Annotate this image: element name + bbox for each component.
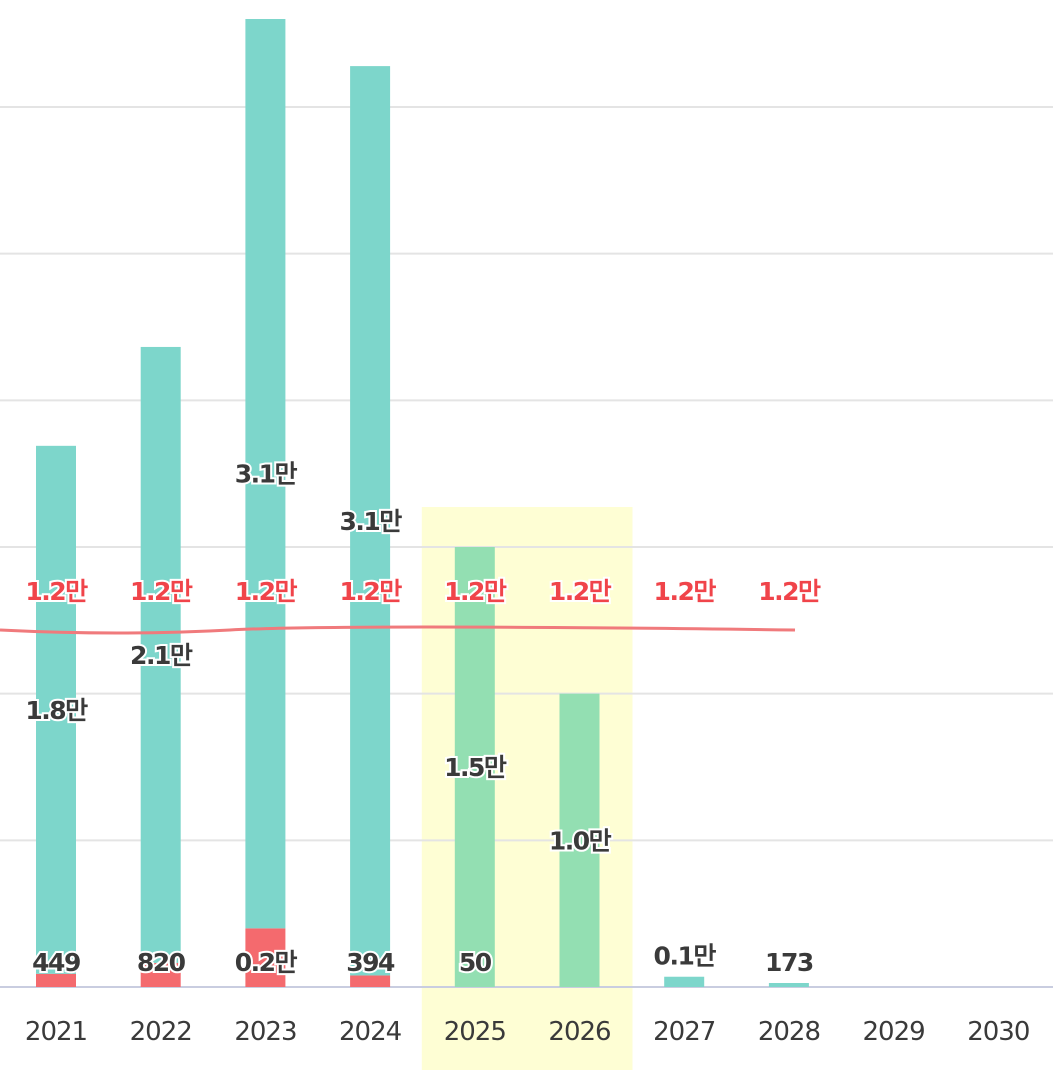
data-label-upper-2026: 1.0만	[549, 826, 612, 855]
data-label-lower-2023: 0.2만	[235, 948, 298, 977]
x-tick-label-2024: 2024	[339, 1017, 402, 1047]
reference-label-2026: 1.2만	[549, 577, 612, 606]
x-tick-label-2021: 2021	[25, 1017, 87, 1047]
bar-upper-2022	[140, 346, 181, 963]
x-tick-label-2025: 2025	[444, 1017, 506, 1047]
reference-label-2021: 1.2만	[25, 577, 88, 606]
data-label-upper-2025: 1.5만	[444, 753, 507, 782]
data-label-upper-2021: 1.8만	[25, 696, 88, 725]
reference-label-2024: 1.2만	[339, 577, 402, 606]
reference-label-2027: 1.2만	[654, 577, 717, 606]
x-tick-label-2022: 2022	[130, 1017, 192, 1047]
reference-label-2023: 1.2만	[235, 577, 298, 606]
data-label-upper-2024: 3.1만	[339, 507, 402, 536]
bar-upper-2024	[350, 66, 391, 976]
bar-lower-2024	[350, 975, 391, 987]
data-label-lower-2021: 449	[32, 948, 80, 977]
data-label-lower-2022: 820	[137, 948, 186, 977]
bar-upper-2028	[768, 983, 809, 987]
bar-upper-2023	[245, 19, 286, 929]
x-tick-label-2023: 2023	[234, 1017, 296, 1047]
x-tick-label-2030: 2030	[967, 1017, 1029, 1047]
data-label-upper-2022: 2.1만	[130, 641, 193, 670]
data-label-lower-2025: 50	[459, 948, 492, 977]
bar-lower-2021	[36, 973, 76, 987]
reference-label-2025: 1.2만	[444, 577, 507, 606]
bar-lower-2022	[140, 962, 181, 987]
data-label-upper-2023: 3.1만	[235, 460, 298, 489]
data-label-lower-2024: 394	[346, 948, 395, 977]
bar-upper-2021	[36, 445, 76, 974]
x-tick-label-2027: 2027	[653, 1017, 715, 1047]
x-tick-label-2028: 2028	[758, 1017, 820, 1047]
bar-upper-2027	[664, 976, 705, 987]
data-label-upper-2028: 173	[765, 948, 813, 977]
x-tick-label-2026: 2026	[548, 1017, 610, 1047]
reference-label-2028: 1.2만	[758, 577, 821, 606]
x-tick-label-2029: 2029	[863, 1017, 925, 1047]
reference-line	[0, 625, 796, 635]
reference-label-2022: 1.2만	[130, 577, 193, 606]
bar-upper-2026	[559, 693, 600, 987]
bar-upper-2025	[454, 547, 495, 987]
data-label-upper-2027: 0.1만	[654, 942, 717, 971]
bar-lower-2023	[245, 928, 286, 987]
